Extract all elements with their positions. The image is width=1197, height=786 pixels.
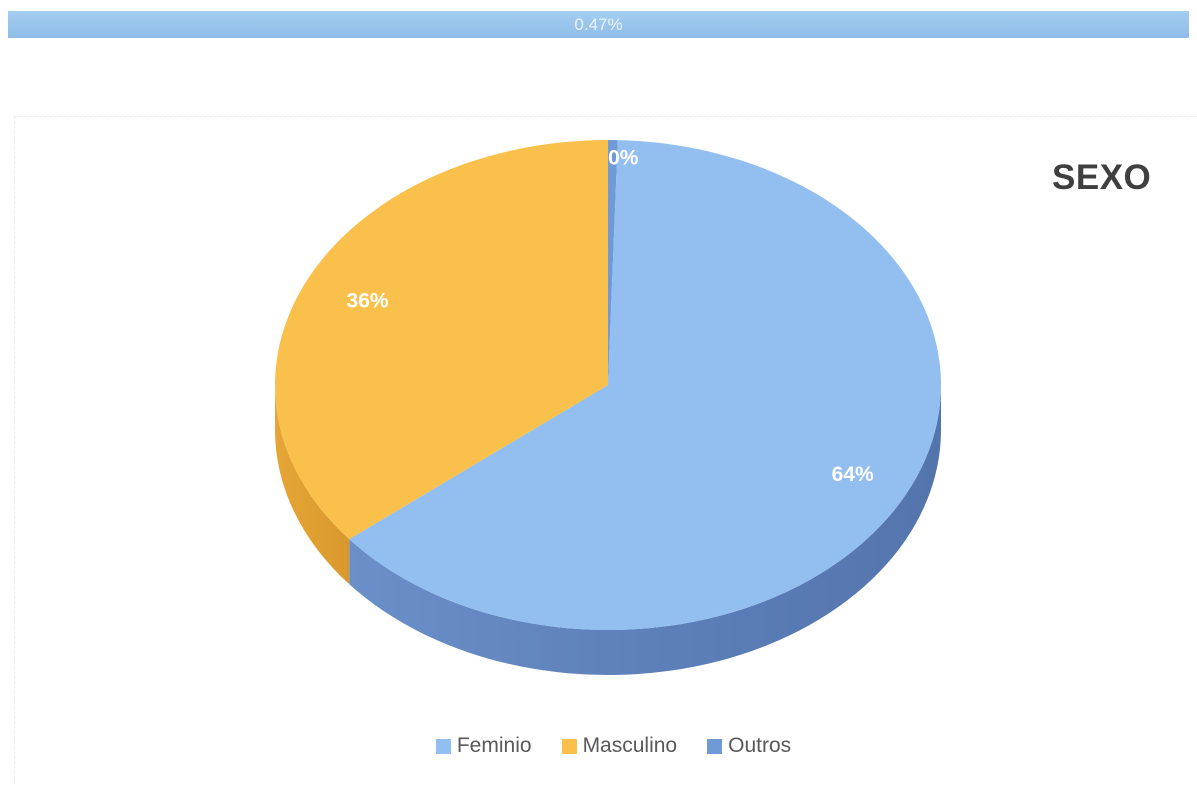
legend-item-outros: Outros xyxy=(707,733,791,759)
legend-swatch xyxy=(707,738,723,754)
pie-sides xyxy=(275,385,941,675)
legend-swatch xyxy=(561,738,577,754)
chart-area xyxy=(14,116,1197,784)
pie-slice-feminio xyxy=(349,140,942,631)
pie-side-masculino xyxy=(275,385,350,585)
legend-label: Feminio xyxy=(456,734,532,757)
data-label-masculino: 36% xyxy=(347,290,389,313)
legend-item-feminio: Feminio xyxy=(435,733,532,759)
pie-side-feminio xyxy=(349,385,941,675)
legend-item-masculino: Masculino xyxy=(561,733,678,759)
chart-title: SEXO xyxy=(1052,158,1152,197)
pie-tops xyxy=(275,140,942,631)
legend-label: Outros xyxy=(728,734,792,757)
pie-slice-masculino xyxy=(275,140,608,540)
legend: Feminio Masculino Outros xyxy=(0,733,1197,759)
data-label-feminio: 64% xyxy=(832,463,874,486)
top-bar-label: 0.47% xyxy=(574,15,623,34)
pie-slice-outros xyxy=(608,140,618,385)
pie-labels: 0% 64% 36% xyxy=(347,146,874,486)
legend-label: Masculino xyxy=(582,734,678,757)
legend-swatch xyxy=(435,738,451,754)
data-label-outros: 0% xyxy=(608,146,639,169)
top-bar: 0.47% xyxy=(8,11,1189,38)
